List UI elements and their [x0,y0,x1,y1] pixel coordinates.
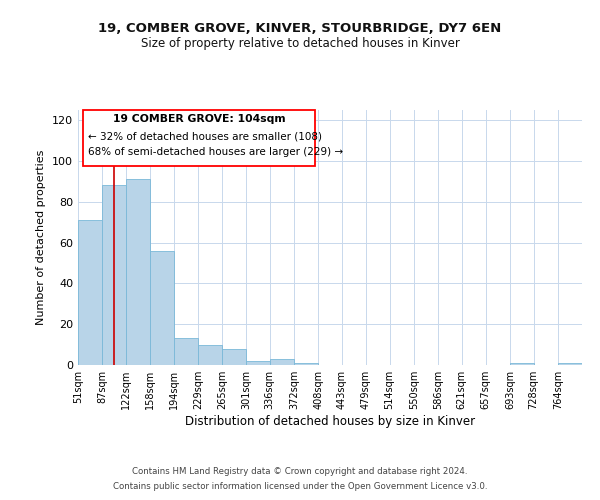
X-axis label: Distribution of detached houses by size in Kinver: Distribution of detached houses by size … [185,415,475,428]
Y-axis label: Number of detached properties: Number of detached properties [37,150,46,325]
Bar [126,180,150,365]
Text: ← 32% of detached houses are smaller (108): ← 32% of detached houses are smaller (10… [88,132,322,141]
Bar [510,363,533,365]
Text: Contains HM Land Registry data © Crown copyright and database right 2024.: Contains HM Land Registry data © Crown c… [132,467,468,476]
Bar [174,338,198,365]
FancyBboxPatch shape [83,110,315,166]
Text: 19 COMBER GROVE: 104sqm: 19 COMBER GROVE: 104sqm [113,114,285,124]
Bar [150,251,174,365]
Bar [558,363,582,365]
Text: 19, COMBER GROVE, KINVER, STOURBRIDGE, DY7 6EN: 19, COMBER GROVE, KINVER, STOURBRIDGE, D… [98,22,502,36]
Bar [270,359,294,365]
Bar [102,186,126,365]
Bar [246,361,270,365]
Text: Size of property relative to detached houses in Kinver: Size of property relative to detached ho… [140,38,460,51]
Bar [78,220,102,365]
Text: Contains public sector information licensed under the Open Government Licence v3: Contains public sector information licen… [113,482,487,491]
Bar [222,348,246,365]
Text: 68% of semi-detached houses are larger (229) →: 68% of semi-detached houses are larger (… [88,147,343,157]
Bar [294,363,318,365]
Bar [198,344,222,365]
